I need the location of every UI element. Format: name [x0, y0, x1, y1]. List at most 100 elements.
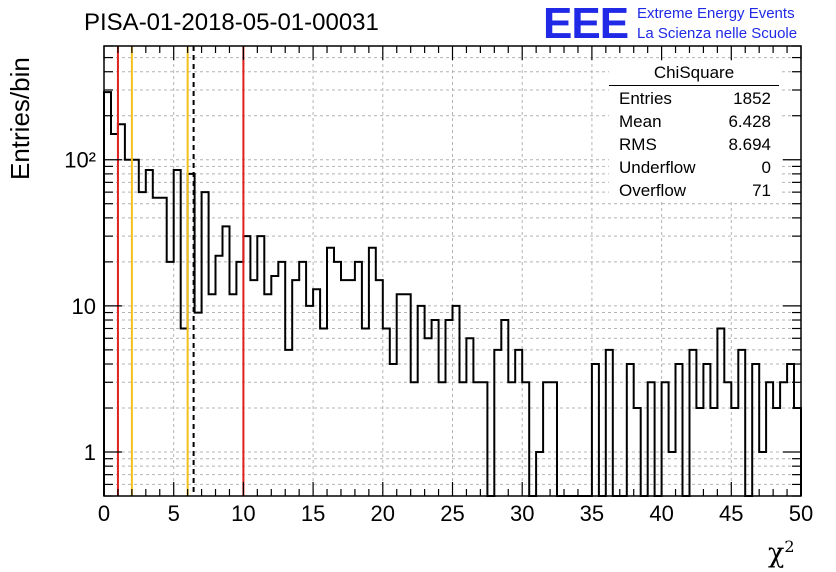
- x-tick-label: 5: [168, 501, 180, 526]
- histogram-bin: [787, 364, 794, 496]
- histogram-bin: [724, 382, 731, 496]
- histogram-bin: [104, 92, 111, 496]
- histogram-bin: [369, 248, 376, 496]
- histogram-bin: [439, 382, 446, 496]
- histogram-bin: [703, 364, 710, 496]
- histogram-bin: [446, 320, 453, 496]
- histogram-bin: [118, 124, 125, 496]
- histogram-bin: [174, 170, 181, 496]
- histogram-bin: [752, 364, 759, 496]
- y-axis-label: Entries/bin: [5, 57, 35, 180]
- histogram-bin: [522, 382, 529, 496]
- x-tick-label: 40: [649, 501, 673, 526]
- logo-line-1: Extreme Energy Events: [637, 5, 795, 22]
- histogram-bin: [313, 289, 320, 496]
- histogram-bin: [299, 262, 306, 496]
- histogram-bin: [216, 256, 223, 496]
- histogram-bin: [466, 338, 473, 496]
- stats-title: ChiSquare: [609, 62, 779, 86]
- stats-row-mean: Mean 6.428: [609, 110, 779, 133]
- histogram-bin: [669, 452, 676, 496]
- histogram-bin: [501, 320, 508, 496]
- histogram-bin: [627, 364, 634, 496]
- histogram-bin: [341, 280, 348, 496]
- logo-line-2: La Scienza nelle Scuole: [637, 25, 798, 42]
- histogram-bin: [717, 329, 724, 496]
- histogram-bin: [508, 382, 515, 496]
- x-tick-label: 10: [231, 501, 255, 526]
- histogram-bin: [139, 192, 146, 496]
- histogram-bin: [676, 364, 683, 496]
- stats-row-overflow: Overflow 71: [609, 179, 779, 202]
- histogram-bin: [592, 364, 599, 496]
- x-tick-label: 35: [580, 501, 604, 526]
- histogram-bin: [411, 382, 418, 496]
- histogram-bin: [543, 382, 550, 496]
- x-tick-label: 45: [719, 501, 743, 526]
- stats-value: 6.428: [728, 112, 771, 131]
- histogram-bin: [689, 350, 696, 496]
- x-tick-label: 15: [301, 501, 325, 526]
- stats-value: 1852: [733, 89, 771, 108]
- y-tick-label: 1: [84, 440, 96, 465]
- histogram-bin: [160, 198, 167, 496]
- histogram-bin: [250, 280, 257, 496]
- stats-row-underflow: Underflow 0: [609, 156, 779, 179]
- histogram-bin: [348, 280, 355, 496]
- histogram-bin: [257, 236, 264, 496]
- histogram-bin: [209, 294, 216, 496]
- histogram-bin: [222, 226, 229, 496]
- histogram-bin: [494, 350, 501, 496]
- histogram-bin: [606, 350, 613, 496]
- y-tick-label: 10²: [64, 148, 96, 173]
- stats-value: 71: [752, 181, 771, 200]
- histogram-bin: [710, 408, 717, 496]
- x-tick-label: 25: [440, 501, 464, 526]
- x-tick-label: 0: [98, 501, 110, 526]
- histogram-bin: [243, 236, 250, 496]
- histogram-bin: [236, 262, 243, 496]
- histogram-bin: [320, 329, 327, 496]
- histogram-bin: [766, 382, 773, 496]
- histogram-bin: [390, 364, 397, 496]
- histogram-bin: [271, 276, 278, 496]
- histogram-bin: [425, 338, 432, 496]
- histogram-bin: [285, 350, 292, 496]
- histogram-bin: [404, 294, 411, 496]
- stats-label: Entries: [619, 89, 672, 108]
- stats-row-entries: Entries 1852: [609, 87, 779, 110]
- y-tick-label: 10: [72, 294, 96, 319]
- histogram-bin: [292, 280, 299, 496]
- histogram-bin: [662, 382, 669, 496]
- stats-label: Overflow: [619, 181, 687, 200]
- stats-row-rms: RMS 8.694: [609, 133, 779, 156]
- stats-label: Mean: [619, 112, 662, 131]
- histogram-bin: [376, 280, 383, 496]
- histogram-bin: [334, 262, 341, 496]
- histogram-bin: [181, 329, 188, 496]
- histogram-bin: [780, 382, 787, 496]
- histogram-bin: [550, 382, 557, 496]
- histogram-bin: [167, 262, 174, 496]
- histogram-bin: [731, 408, 738, 496]
- x-tick-label: 30: [510, 501, 534, 526]
- histogram-bin: [362, 329, 369, 496]
- histogram-bin: [132, 160, 139, 496]
- histogram-bin: [634, 408, 641, 496]
- histogram-bin: [125, 160, 132, 496]
- histogram-bin: [278, 262, 285, 496]
- histogram-bin: [229, 294, 236, 496]
- histogram-bin: [146, 170, 153, 496]
- stats-box: ChiSquare Entries 1852 Mean 6.428 RMS 8.…: [609, 62, 779, 202]
- histogram-bin: [327, 248, 334, 496]
- histogram-bin: [355, 262, 362, 496]
- histogram-bin: [738, 350, 745, 496]
- stats-label: RMS: [619, 135, 657, 154]
- histogram-bin: [397, 294, 404, 496]
- histogram-bin: [418, 306, 425, 496]
- histogram-bin: [473, 382, 480, 496]
- histogram-bin: [195, 313, 202, 496]
- histogram-bin: [536, 452, 543, 496]
- stats-label: Underflow: [619, 158, 696, 177]
